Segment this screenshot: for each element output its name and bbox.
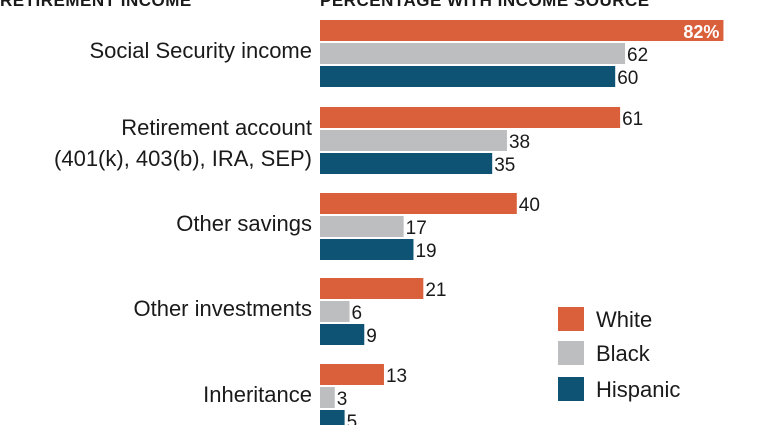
bar-white: [320, 278, 424, 299]
legend-label-black: Black: [596, 341, 651, 366]
category-label: Social Security income: [89, 38, 312, 63]
value-label-hispanic: 35: [494, 155, 515, 176]
value-label-hispanic: 19: [415, 241, 436, 262]
bar-white: [320, 193, 517, 214]
value-label-white: 13: [386, 366, 407, 387]
bar-white: [320, 107, 621, 128]
category-label: Inheritance: [203, 382, 312, 407]
bar-black: [320, 387, 335, 408]
value-label-white: 40: [519, 195, 540, 216]
value-label-hispanic: 5: [347, 412, 358, 425]
bar-hispanic: [320, 153, 493, 174]
value-label-black: 3: [337, 389, 348, 410]
bar-hispanic: [320, 239, 414, 260]
value-label-black: 6: [352, 303, 363, 324]
legend-label-white: White: [596, 307, 652, 332]
legend-swatch-hispanic: [558, 377, 584, 401]
bar-hispanic: [320, 66, 616, 87]
bar-hispanic: [320, 410, 345, 425]
bar-black: [320, 301, 350, 322]
value-label-hispanic: 9: [366, 326, 377, 347]
bar-black: [320, 216, 404, 237]
value-label-black: 17: [406, 218, 427, 239]
legend-swatch-black: [558, 341, 584, 365]
value-label-hispanic: 60: [617, 68, 638, 89]
category-column-header: RETIREMENT INCOME: [0, 0, 192, 10]
legend-swatch-white: [558, 307, 584, 331]
category-label: Retirement account (401(k), 403(b), IRA, …: [54, 115, 312, 171]
value-label-white: 82%: [683, 22, 719, 42]
value-label-black: 38: [509, 132, 530, 153]
bar-hispanic: [320, 324, 365, 345]
bar-black: [320, 130, 507, 151]
category-label: Other investments: [133, 296, 312, 321]
value-label-white: 61: [622, 109, 643, 130]
value-label-black: 62: [627, 45, 648, 66]
bar-white: [320, 364, 384, 385]
value-column-header: PERCENTAGE WITH INCOME SOURCE: [320, 0, 650, 10]
bar-white: [320, 20, 724, 41]
category-label: Other savings: [176, 211, 312, 236]
value-label-white: 21: [425, 280, 446, 301]
legend-label-hispanic: Hispanic: [596, 377, 680, 402]
bar-black: [320, 43, 626, 64]
